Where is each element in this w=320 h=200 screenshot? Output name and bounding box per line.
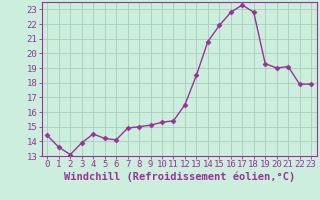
X-axis label: Windchill (Refroidissement éolien,°C): Windchill (Refroidissement éolien,°C) xyxy=(64,172,295,182)
